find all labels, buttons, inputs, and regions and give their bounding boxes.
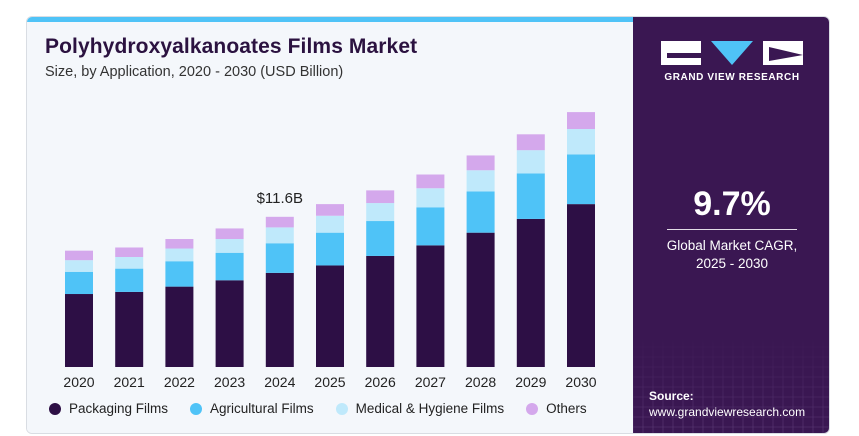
legend-swatch-0 xyxy=(49,402,61,415)
bar-2028-series-0 xyxy=(466,232,495,367)
bar-2026-series-3 xyxy=(366,190,395,204)
bar-2030-series-1 xyxy=(567,154,595,205)
bar-2023-series-1 xyxy=(215,252,244,281)
bar-2029-series-1 xyxy=(516,173,545,219)
bar-2022-series-3 xyxy=(165,239,194,249)
legend-label-1: Agricultural Films xyxy=(210,401,314,416)
bar-2020-series-1 xyxy=(65,271,93,295)
bar-2030-series-0 xyxy=(567,204,595,367)
bar-2021-series-1 xyxy=(115,268,144,292)
bar-2020-series-3 xyxy=(65,250,93,261)
bar-2024-series-3 xyxy=(265,216,294,228)
x-tick-2029: 2029 xyxy=(515,374,546,390)
decorative-grid xyxy=(633,337,829,433)
legend-swatch-2 xyxy=(335,402,348,415)
x-tick-2020: 2020 xyxy=(63,374,94,390)
bar-2026-series-0 xyxy=(366,255,395,367)
bar-2023-series-3 xyxy=(215,228,244,240)
bar-2028-series-3 xyxy=(466,155,495,171)
bar-2024-series-1 xyxy=(265,243,294,273)
bar-2023-series-0 xyxy=(215,280,244,367)
accent-strip xyxy=(27,17,633,22)
bar-2027-series-0 xyxy=(416,245,445,367)
legend-item-0: Packaging Films xyxy=(49,401,168,416)
bar-2030-series-3 xyxy=(567,112,595,130)
cagr-divider xyxy=(667,229,797,230)
x-tick-2027: 2027 xyxy=(415,374,446,390)
bar-2029-series-2 xyxy=(516,150,545,174)
bar-2027-series-3 xyxy=(416,174,445,189)
cagr-label-line1: Global Market CAGR, xyxy=(666,238,798,253)
bar-2020-series-2 xyxy=(65,260,93,272)
bar-2025-series-3 xyxy=(316,204,344,216)
bar-2025-series-0 xyxy=(316,265,344,367)
chart-legend: Packaging Films Agricultural Films Medical… xyxy=(49,401,609,416)
legend-item-1: Agricultural Films xyxy=(190,401,314,416)
x-tick-2022: 2022 xyxy=(164,374,195,390)
legend-label-0: Packaging Films xyxy=(69,401,169,416)
infographic-card: Polyhydroxyalkanoates Films Market Size,… xyxy=(26,16,830,434)
summary-panel: GRAND VIEW RESEARCH 9.7% Global Market C… xyxy=(633,17,829,433)
grand-view-research-logo xyxy=(661,41,803,65)
stacked-bar-chart: 2020 2021 2022 2023 2024 $11.6B 2025 2026 2027 20… xyxy=(63,112,597,390)
x-tick-2024: 2024 xyxy=(264,374,295,390)
bar-2020-series-0 xyxy=(65,294,93,367)
legend-item-3: Others xyxy=(526,401,587,416)
bar-2027-series-1 xyxy=(416,207,445,246)
cagr-value: 9.7% xyxy=(693,185,771,223)
bar-2026-series-2 xyxy=(366,203,395,222)
x-tick-2025: 2025 xyxy=(314,374,345,390)
legend-item-2: Medical & Hygiene Films xyxy=(335,401,505,416)
legend-label-2: Medical & Hygiene Films xyxy=(355,401,505,416)
bar-2025-series-1 xyxy=(316,232,344,266)
bar-2024-series-2 xyxy=(265,227,294,244)
bar-2030-series-2 xyxy=(567,129,595,155)
bar-2025-series-2 xyxy=(316,215,344,233)
logo-wordmark: GRAND VIEW RESEARCH xyxy=(664,72,800,83)
bar-2028-series-2 xyxy=(466,170,495,192)
x-tick-2026: 2026 xyxy=(365,374,396,390)
source-link[interactable]: www.grandviewresearch.com xyxy=(649,405,806,419)
bar-2026-series-1 xyxy=(366,221,395,256)
bar-2021-series-3 xyxy=(115,247,144,257)
bar-2024-series-0 xyxy=(265,272,294,367)
x-tick-2028: 2028 xyxy=(465,374,496,390)
bar-2021-series-0 xyxy=(115,291,144,367)
cagr-label-line2: 2025 - 2030 xyxy=(695,256,769,271)
bar-2022-series-2 xyxy=(165,248,194,262)
bar-2021-series-2 xyxy=(115,257,144,269)
legend-label-3: Others xyxy=(546,401,587,416)
bar-2023-series-2 xyxy=(215,239,244,253)
x-tick-2023: 2023 xyxy=(214,374,245,390)
x-tick-2030: 2030 xyxy=(565,374,596,390)
legend-swatch-3 xyxy=(526,402,539,415)
bar-2022-series-1 xyxy=(165,261,194,287)
legend-swatch-1 xyxy=(190,402,203,415)
chart-subtitle: Size, by Application, 2020 - 2030 (USD B… xyxy=(45,64,344,80)
bar-2022-series-0 xyxy=(165,286,194,367)
source-label: Source: xyxy=(649,389,694,403)
bar-2028-series-1 xyxy=(466,191,495,233)
bar-2029-series-0 xyxy=(516,218,545,367)
bar-2029-series-3 xyxy=(516,134,545,151)
data-label-2024: $11.6B xyxy=(257,190,303,207)
x-tick-2021: 2021 xyxy=(114,374,145,390)
chart-title: Polyhydroxyalkanoates Films Market xyxy=(45,35,418,58)
bar-2027-series-2 xyxy=(416,188,445,208)
cagr-label: Global Market CAGR, 2025 - 2030 xyxy=(633,237,829,273)
